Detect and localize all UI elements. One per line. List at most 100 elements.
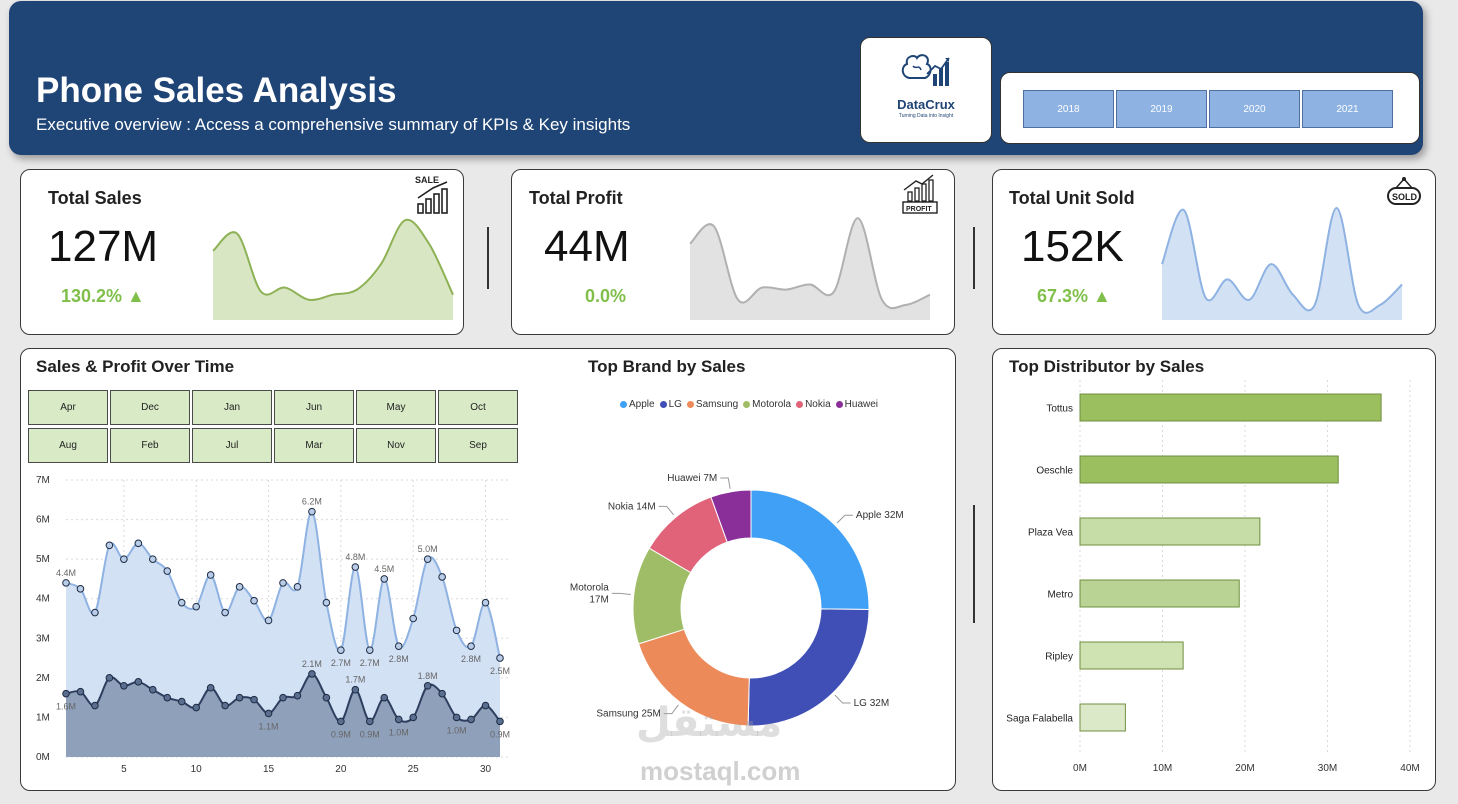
distributor-bar-chart: 0M 10M 20M 30M 40M Tottus Oeschle Plaza Vea Metr… xyxy=(1006,380,1420,774)
series-area xyxy=(66,511,500,757)
data-label: 2.5M xyxy=(490,666,510,676)
kpi-value: 44M xyxy=(544,222,630,271)
slice-leader xyxy=(663,704,679,715)
category-label: Saga Falabella xyxy=(1006,714,1073,725)
data-point xyxy=(163,567,172,575)
x-tick-label: 0M xyxy=(1073,763,1087,774)
data-point xyxy=(279,693,287,702)
data-point xyxy=(177,598,186,607)
data-point xyxy=(206,571,215,579)
sold-sign-icon: SOLD xyxy=(1387,177,1421,205)
divider xyxy=(973,227,975,289)
data-point xyxy=(293,691,302,700)
data-point xyxy=(351,563,360,571)
bar xyxy=(1079,393,1382,422)
data-point xyxy=(221,701,229,710)
month-button-nov[interactable]: Nov xyxy=(356,428,436,463)
slice-leader xyxy=(611,592,631,596)
bar xyxy=(1079,517,1261,546)
month-button-mar[interactable]: Mar xyxy=(274,428,354,463)
bar xyxy=(1079,455,1339,484)
data-point xyxy=(134,539,143,548)
legend-label: LG xyxy=(668,399,682,410)
data-point xyxy=(105,674,114,682)
data-label: 4.5M xyxy=(374,564,394,574)
category-label: Ripley xyxy=(1045,652,1073,663)
data-label: 1.0M xyxy=(389,727,409,737)
slice-label: Nokia 14M xyxy=(608,501,656,512)
kpi-title: Total Sales xyxy=(48,188,142,208)
sparkline-area xyxy=(213,219,453,320)
kpi-delta: 67.3% ▲ xyxy=(1037,286,1111,306)
data-label: 1.6M xyxy=(56,702,76,712)
data-point xyxy=(76,585,85,593)
data-label: 2.1M xyxy=(302,659,322,669)
year-button-2021[interactable]: 2021 xyxy=(1302,90,1393,128)
series-area xyxy=(66,673,500,757)
data-point xyxy=(394,642,403,650)
x-tick-label: 20 xyxy=(335,764,347,775)
data-point xyxy=(322,598,331,607)
y-tick-label: 4M xyxy=(36,594,50,605)
y-tick-label: 0M xyxy=(36,752,50,763)
data-point xyxy=(293,583,302,591)
data-point xyxy=(91,608,99,617)
month-button-sep[interactable]: Sep xyxy=(438,428,518,463)
data-point xyxy=(366,646,374,654)
month-button-jan[interactable]: Jan xyxy=(192,390,272,425)
slice-label: LG 32M xyxy=(854,698,890,709)
month-button-aug[interactable]: Aug xyxy=(28,428,108,463)
legend-label: Nokia xyxy=(805,399,831,410)
data-point xyxy=(250,695,258,704)
sparkline-line xyxy=(212,218,454,301)
sparkline-area xyxy=(690,218,930,320)
x-tick-label: 5 xyxy=(121,764,127,775)
data-point xyxy=(337,646,345,654)
legend-item-huawei: Huawei xyxy=(835,399,878,410)
slice-label: 17M xyxy=(589,594,608,605)
logo-name: DataCrux xyxy=(897,97,955,112)
data-label: 2.7M xyxy=(331,658,351,668)
page-title: Phone Sales Analysis xyxy=(36,71,397,110)
legend-item-apple: Apple xyxy=(620,399,655,410)
x-tick-label: 10M xyxy=(1153,763,1172,774)
legend-item-samsung: Samsung xyxy=(686,399,739,410)
data-point xyxy=(394,715,403,724)
data-label: 2.8M xyxy=(461,654,481,664)
legend-dot xyxy=(743,401,751,408)
data-label: 5.0M xyxy=(418,544,438,554)
profit-chart-icon: PROFIT xyxy=(902,174,938,214)
data-label: 6.2M xyxy=(302,497,322,507)
data-point xyxy=(177,697,186,706)
data-point xyxy=(380,693,389,702)
legend-label: Samsung xyxy=(695,399,739,410)
x-tick-label: 10 xyxy=(191,764,203,775)
year-button-2020[interactable]: 2020 xyxy=(1209,90,1300,128)
data-point xyxy=(481,598,490,607)
data-point xyxy=(250,596,258,605)
legend-label: Apple xyxy=(629,399,655,410)
data-point xyxy=(279,579,287,587)
month-button-oct[interactable]: Oct xyxy=(438,390,518,425)
month-button-dec[interactable]: Dec xyxy=(110,390,190,425)
year-button-2019[interactable]: 2019 xyxy=(1116,90,1207,128)
data-point xyxy=(105,541,114,550)
slice-apple xyxy=(750,489,870,610)
sparkline-area xyxy=(1162,208,1402,320)
data-point xyxy=(221,608,229,617)
data-point xyxy=(192,703,200,712)
sparkline-line xyxy=(1161,206,1403,314)
year-button-2018[interactable]: 2018 xyxy=(1023,90,1114,128)
sales-profit-area-chart: 0M 1M 2M 3M 4M 5M 6M 7M 5 10 15 20 25 30 4.4M 6.2M 4.8M 4… xyxy=(36,475,510,775)
month-button-apr[interactable]: Apr xyxy=(28,390,108,425)
legend-label: Motorola xyxy=(752,399,792,410)
brand-title: Top Brand by Sales xyxy=(588,357,746,376)
month-button-jul[interactable]: Jul xyxy=(192,428,272,463)
data-point xyxy=(235,583,244,591)
data-point xyxy=(91,701,99,710)
month-button-feb[interactable]: Feb xyxy=(110,428,190,463)
month-button-may[interactable]: May xyxy=(356,390,436,425)
data-label: 2.7M xyxy=(360,658,380,668)
legend-item-lg: LG xyxy=(659,399,682,410)
month-button-jun[interactable]: Jun xyxy=(274,390,354,425)
